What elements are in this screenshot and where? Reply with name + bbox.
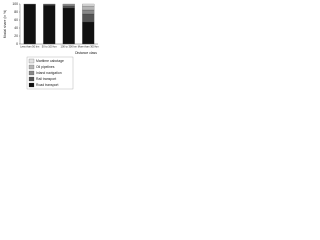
y-tick-label: 100 <box>12 2 18 6</box>
legend-box <box>26 56 74 90</box>
chart: Modal share (in %) Distance class 0 20 40 6… <box>3 2 99 90</box>
legend-swatch <box>28 70 35 76</box>
bar-segment <box>23 4 36 45</box>
legend-label: Oil pipelines <box>36 65 55 69</box>
legend-swatch <box>28 64 35 70</box>
x-tick-label: 50 to 100 km <box>42 45 57 49</box>
x-tick-label: More than 300 km <box>78 45 99 49</box>
bar-segment <box>62 4 75 7</box>
legend-label: Maritime cabotage <box>36 59 64 63</box>
bar-segment <box>62 5 75 9</box>
bar-segment <box>43 5 56 45</box>
bar-segment <box>82 3 95 7</box>
y-tick-label: 60 <box>14 18 18 22</box>
legend-label: Inland navigation <box>36 71 62 75</box>
x-axis-label: Distance class <box>75 51 97 55</box>
bar-segment <box>82 13 95 23</box>
y-axis-label: Modal share (in %) <box>3 10 7 38</box>
bar-segment <box>43 4 56 6</box>
y-tick-label: 40 <box>14 26 18 30</box>
x-tick-label: Less than 50 km <box>20 45 39 49</box>
legend-swatch <box>28 82 35 88</box>
bar-segment <box>62 7 75 45</box>
x-tick-label: 100 to 300 km <box>61 45 77 49</box>
bar-segment <box>62 3 75 5</box>
legend-swatch <box>28 58 35 64</box>
legend-label: Road transport <box>36 83 58 87</box>
y-tick-label: 0 <box>16 42 18 46</box>
legend-label: Rail transport <box>36 77 56 81</box>
y-tick-label: 80 <box>14 10 18 14</box>
bar-segment <box>82 5 95 11</box>
legend-swatch <box>28 76 35 82</box>
y-tick-label: 20 <box>14 34 18 38</box>
bar-segment <box>82 21 95 45</box>
bar-segment <box>82 9 95 15</box>
